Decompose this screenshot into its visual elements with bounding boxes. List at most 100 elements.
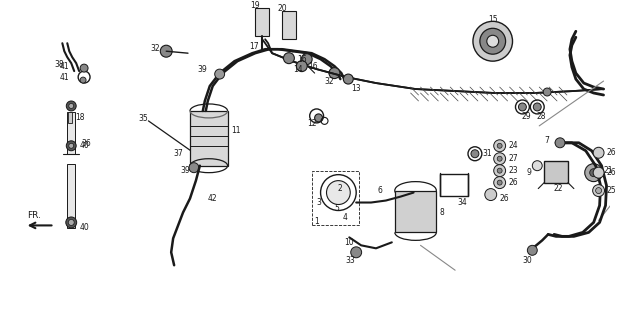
Circle shape bbox=[66, 217, 77, 228]
Text: 13: 13 bbox=[351, 84, 361, 92]
Circle shape bbox=[189, 163, 199, 173]
Text: 32: 32 bbox=[151, 44, 160, 53]
Bar bbox=[67, 112, 75, 154]
Circle shape bbox=[543, 88, 551, 96]
Circle shape bbox=[343, 74, 353, 84]
Bar bbox=[395, 191, 436, 232]
Circle shape bbox=[487, 35, 499, 47]
Text: 24: 24 bbox=[508, 141, 518, 150]
Text: 37: 37 bbox=[173, 149, 183, 158]
Circle shape bbox=[497, 168, 502, 173]
Circle shape bbox=[283, 53, 294, 64]
Text: 33: 33 bbox=[346, 256, 355, 265]
Text: 26: 26 bbox=[607, 148, 616, 157]
Circle shape bbox=[497, 180, 502, 185]
Text: 40: 40 bbox=[79, 141, 89, 150]
Text: 18: 18 bbox=[75, 113, 85, 123]
Text: FR.: FR. bbox=[27, 211, 41, 220]
Text: 41: 41 bbox=[59, 62, 69, 71]
Text: 19: 19 bbox=[251, 1, 260, 10]
Text: 26: 26 bbox=[500, 194, 509, 203]
Text: 17: 17 bbox=[249, 42, 259, 51]
Text: 20: 20 bbox=[277, 4, 287, 13]
Circle shape bbox=[555, 138, 565, 148]
Bar bbox=[255, 8, 269, 36]
Text: 8: 8 bbox=[439, 208, 444, 217]
Text: 40: 40 bbox=[79, 223, 89, 232]
Bar bbox=[67, 164, 75, 228]
Circle shape bbox=[160, 45, 172, 57]
Circle shape bbox=[66, 101, 76, 111]
Circle shape bbox=[494, 165, 505, 177]
Text: 3: 3 bbox=[317, 198, 321, 207]
Text: 26: 26 bbox=[607, 168, 616, 177]
Text: 41: 41 bbox=[59, 73, 69, 82]
Text: 27: 27 bbox=[508, 154, 518, 163]
Text: 6: 6 bbox=[378, 186, 383, 195]
Circle shape bbox=[471, 150, 479, 158]
Circle shape bbox=[593, 185, 605, 196]
Text: 34: 34 bbox=[457, 198, 467, 207]
Text: 31: 31 bbox=[483, 149, 492, 158]
Circle shape bbox=[595, 188, 602, 194]
Text: 39: 39 bbox=[198, 65, 208, 74]
Circle shape bbox=[593, 167, 604, 178]
Text: 12: 12 bbox=[307, 119, 317, 128]
Text: 35: 35 bbox=[139, 114, 148, 124]
Circle shape bbox=[528, 245, 537, 255]
Text: 1: 1 bbox=[315, 217, 320, 226]
Text: 11: 11 bbox=[231, 126, 241, 135]
Text: 22: 22 bbox=[553, 184, 563, 193]
Text: 14: 14 bbox=[293, 65, 302, 74]
Circle shape bbox=[518, 103, 526, 111]
Circle shape bbox=[350, 247, 362, 258]
Bar bbox=[312, 171, 359, 225]
Text: 32: 32 bbox=[325, 76, 334, 85]
Circle shape bbox=[80, 64, 88, 72]
Text: 2: 2 bbox=[338, 184, 342, 193]
Text: 16: 16 bbox=[297, 55, 307, 64]
Text: 39: 39 bbox=[180, 166, 190, 175]
Text: 16: 16 bbox=[308, 62, 318, 71]
Text: 29: 29 bbox=[521, 112, 531, 121]
Circle shape bbox=[68, 220, 74, 225]
Circle shape bbox=[80, 77, 86, 83]
Text: 23: 23 bbox=[508, 166, 518, 175]
Bar bbox=[68, 112, 72, 123]
Circle shape bbox=[215, 69, 225, 79]
Text: 9: 9 bbox=[526, 168, 531, 177]
Text: 25: 25 bbox=[607, 186, 616, 195]
Circle shape bbox=[485, 188, 497, 201]
Circle shape bbox=[301, 54, 312, 65]
Circle shape bbox=[494, 140, 505, 152]
Circle shape bbox=[590, 169, 598, 177]
Circle shape bbox=[68, 103, 73, 108]
Circle shape bbox=[473, 21, 513, 61]
Circle shape bbox=[497, 143, 502, 148]
Circle shape bbox=[494, 153, 505, 165]
Text: 5: 5 bbox=[334, 204, 339, 213]
Text: 30: 30 bbox=[523, 256, 532, 265]
Bar bbox=[544, 161, 568, 183]
Circle shape bbox=[533, 103, 541, 111]
Bar bbox=[190, 111, 228, 166]
Circle shape bbox=[68, 143, 73, 148]
Text: 15: 15 bbox=[488, 15, 497, 24]
Circle shape bbox=[585, 164, 603, 182]
Text: 38: 38 bbox=[54, 60, 64, 69]
Circle shape bbox=[480, 28, 505, 54]
Text: 21: 21 bbox=[603, 166, 613, 175]
Text: 36: 36 bbox=[81, 139, 91, 148]
Circle shape bbox=[494, 177, 505, 188]
Text: 4: 4 bbox=[342, 213, 347, 222]
Circle shape bbox=[329, 68, 340, 79]
Circle shape bbox=[315, 114, 323, 122]
Text: 28: 28 bbox=[536, 112, 546, 121]
Text: 26: 26 bbox=[508, 178, 518, 187]
Circle shape bbox=[532, 161, 542, 171]
Bar bbox=[441, 174, 468, 196]
Circle shape bbox=[326, 180, 350, 204]
Circle shape bbox=[296, 61, 307, 72]
Text: 7: 7 bbox=[544, 136, 549, 145]
Text: 10: 10 bbox=[344, 238, 354, 247]
